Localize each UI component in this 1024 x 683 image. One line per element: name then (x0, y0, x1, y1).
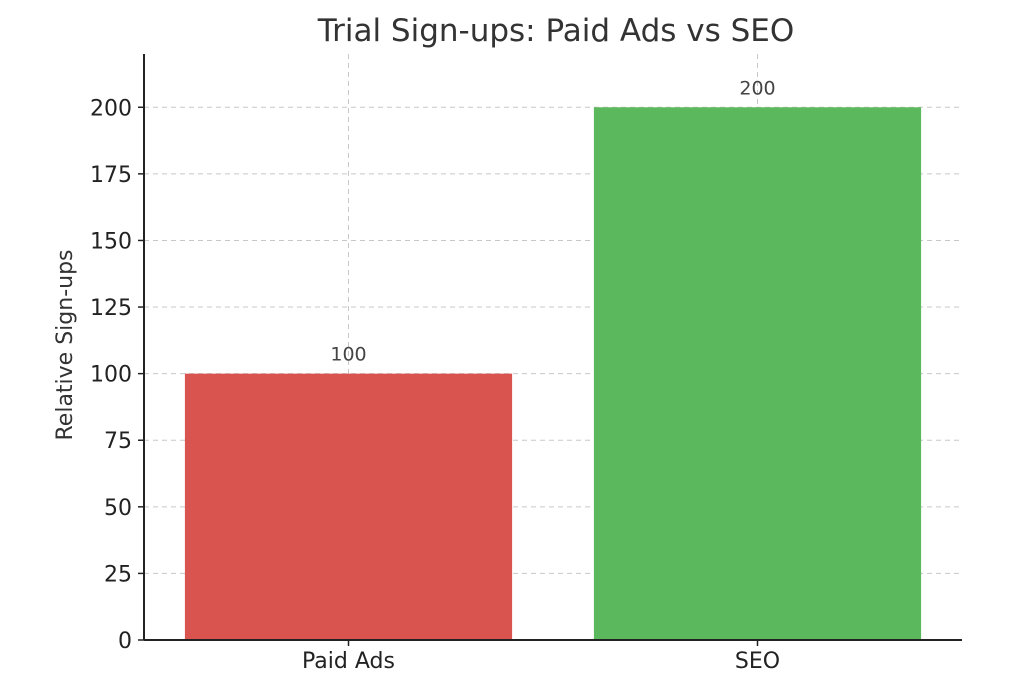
y-tick-label-8: 200 (90, 96, 132, 121)
axes (143, 54, 962, 641)
y-tick-label-4: 100 (90, 363, 132, 388)
data-label-paid-ads: 100 (330, 344, 366, 366)
x-axis-ticks: Paid Ads SEO (302, 640, 780, 674)
y-tick-label-6: 150 (90, 229, 132, 254)
data-label-seo: 200 (739, 77, 775, 99)
y-tick-label-1: 25 (104, 562, 132, 587)
y-tick-label-2: 50 (104, 496, 132, 521)
y-tick-label-0: 0 (118, 629, 132, 654)
x-tick-label-paid-ads: Paid Ads (302, 649, 395, 674)
bar-paid-ads (184, 373, 513, 640)
bar-value-labels: 100 200 (330, 77, 775, 365)
y-axis-ticks: 0 25 50 75 100 125 150 175 200 (90, 96, 144, 654)
bars (184, 107, 922, 641)
chart-title: Trial Sign-ups: Paid Ads vs SEO (317, 13, 795, 49)
y-axis-label: Relative Sign-ups (53, 249, 78, 440)
x-tick-label-seo: SEO (735, 649, 780, 674)
y-tick-label-5: 125 (90, 296, 132, 321)
bar-seo (593, 107, 922, 641)
y-tick-label-7: 175 (90, 163, 132, 188)
y-tick-label-3: 75 (104, 429, 132, 454)
